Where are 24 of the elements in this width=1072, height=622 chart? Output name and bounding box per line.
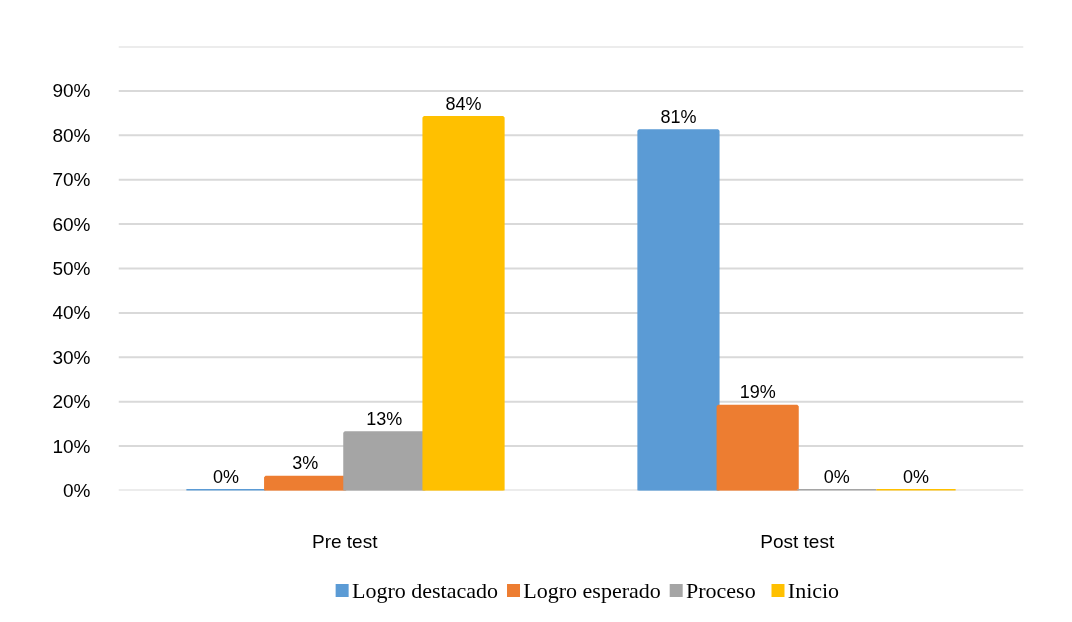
- x-tick-label: Pre test: [312, 530, 379, 552]
- y-tick-label: 10%: [52, 435, 91, 457]
- y-tick-label: 70%: [52, 169, 91, 191]
- legend-label: Logro destacado: [351, 578, 498, 603]
- data-label: 0%: [903, 466, 930, 487]
- legend-label: Logro esperado: [523, 578, 661, 603]
- y-tick-label: 40%: [52, 302, 91, 324]
- data-label: 3%: [292, 453, 319, 474]
- data-label: 0%: [212, 466, 239, 487]
- y-tick-label: 90%: [52, 80, 91, 102]
- legend-label: Proceso: [686, 578, 756, 603]
- y-tick-label: 20%: [52, 391, 91, 413]
- data-label: 0%: [823, 466, 850, 487]
- y-tick-label: 30%: [52, 346, 91, 368]
- data-label: 81%: [660, 106, 697, 127]
- x-tick-label: Post test: [760, 530, 835, 552]
- data-label: 13%: [366, 408, 403, 429]
- data-label: 19%: [739, 382, 776, 403]
- y-tick-label: 60%: [52, 213, 91, 235]
- y-tick-label: 0%: [63, 480, 91, 501]
- data-label: 84%: [445, 93, 482, 114]
- y-tick-label: 80%: [52, 124, 91, 146]
- legend-label: Inicio: [787, 578, 840, 603]
- y-tick-label: 50%: [52, 258, 91, 279]
